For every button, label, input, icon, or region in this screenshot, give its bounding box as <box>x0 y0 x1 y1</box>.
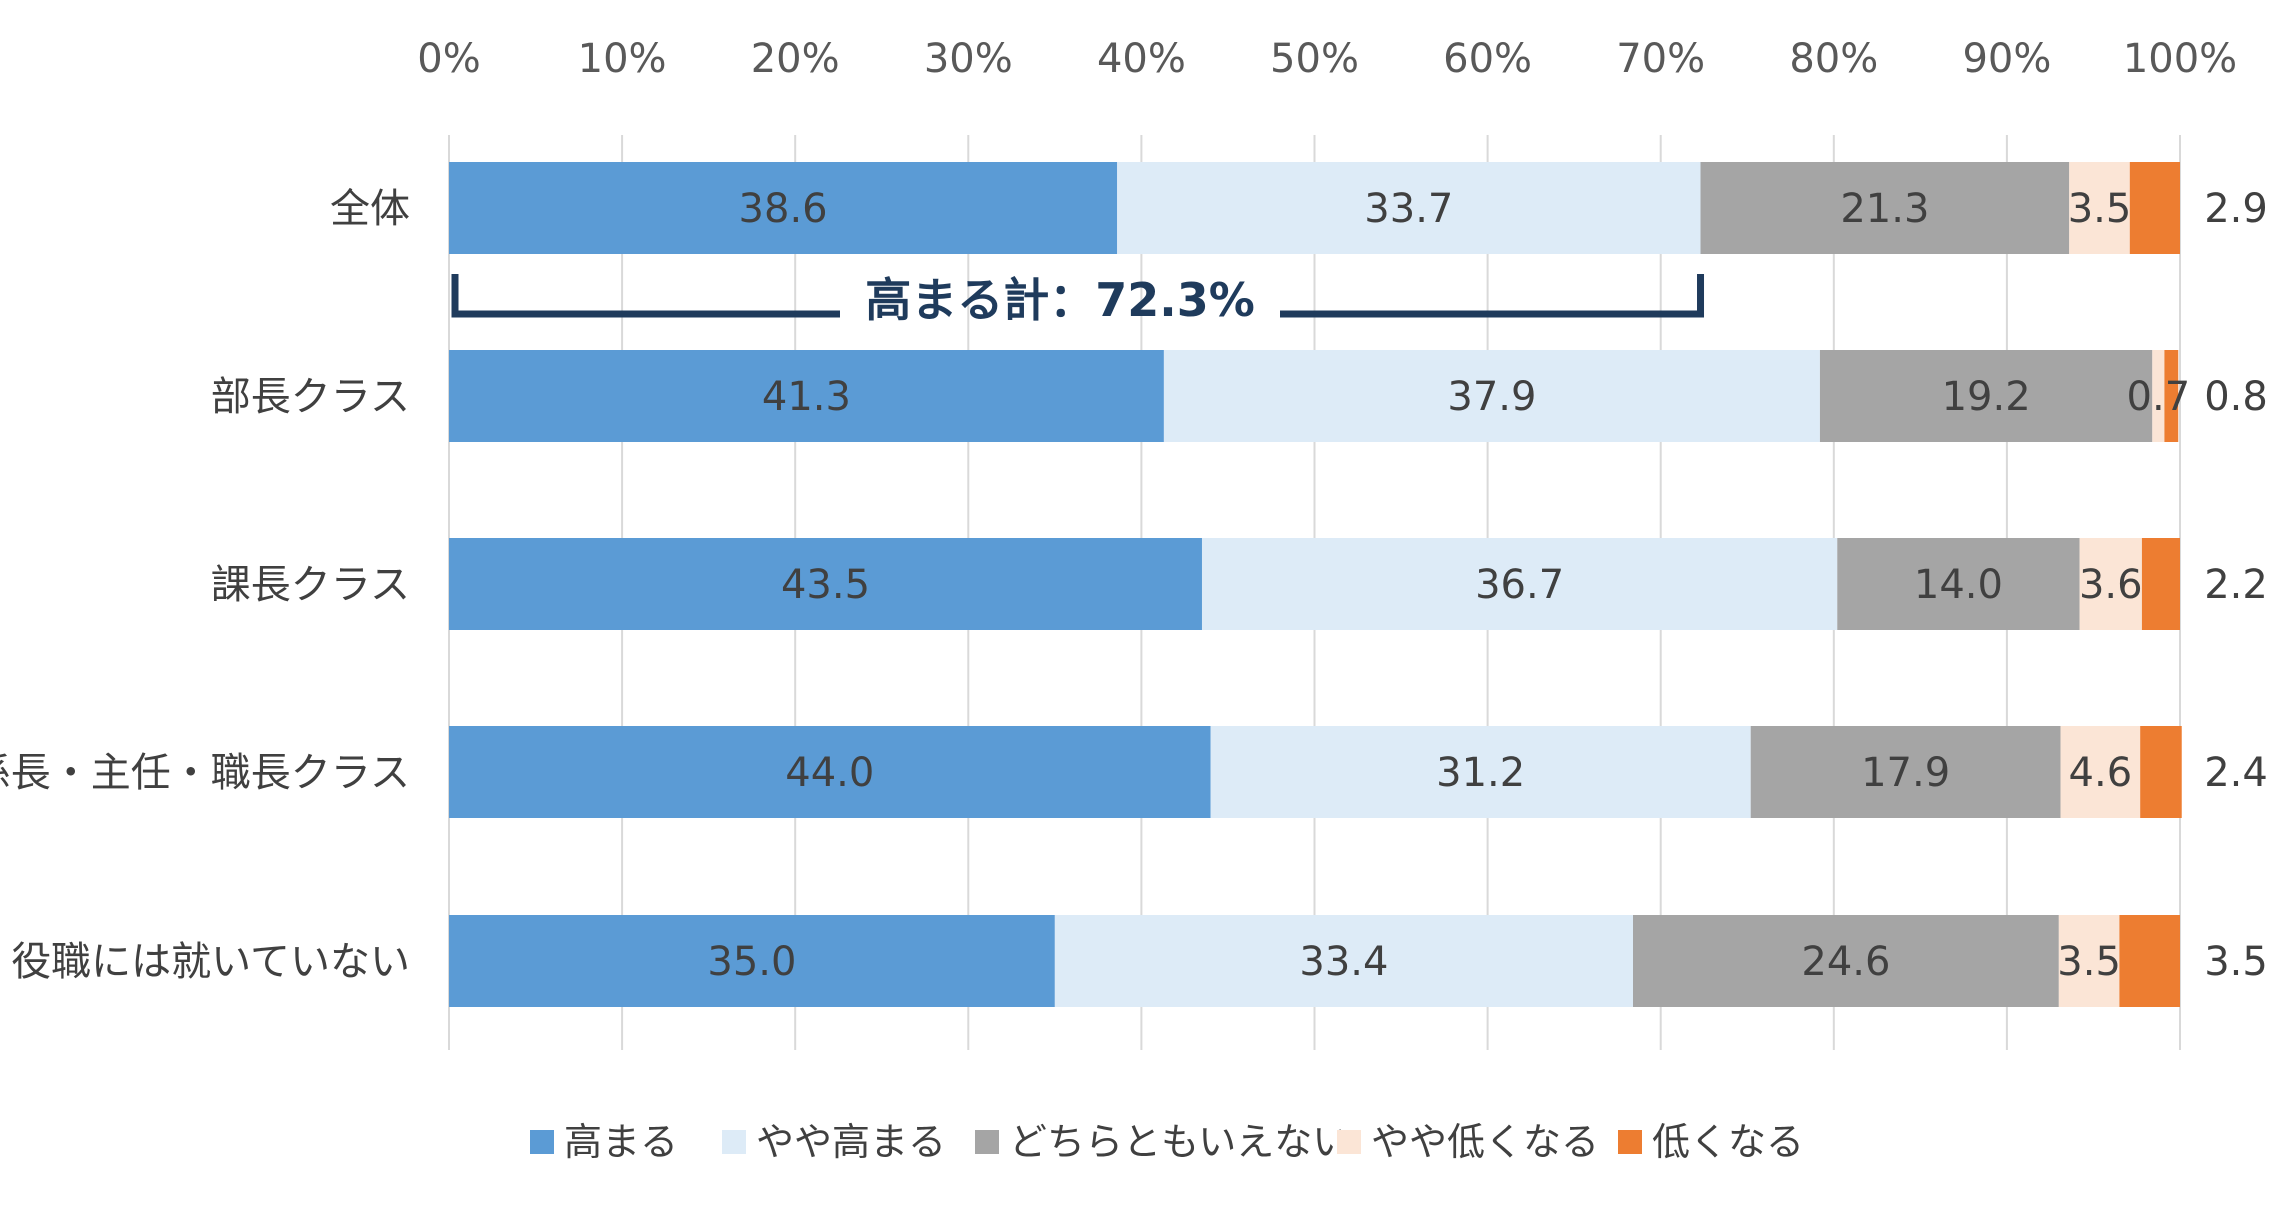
x-tick-label: 70% <box>1616 36 1705 82</box>
legend-swatch <box>530 1130 554 1154</box>
x-tick-label: 80% <box>1789 36 1878 82</box>
data-label: 36.7 <box>1475 562 1564 608</box>
data-label: 14.0 <box>1914 562 2003 608</box>
data-label: 38.6 <box>739 186 828 232</box>
data-label: 0.7 <box>2127 374 2191 420</box>
bar-segment <box>2141 538 2180 630</box>
bar-segment <box>2129 162 2180 254</box>
total-annotation: 高まる計：72.3% <box>451 273 1705 327</box>
data-label: 0.8 <box>2204 374 2268 420</box>
bar-segment <box>2119 915 2180 1007</box>
x-tick-label: 60% <box>1443 36 1532 82</box>
bar-segment <box>1117 162 1701 254</box>
x-tick-label: 100% <box>2123 36 2237 82</box>
x-tick-label: 20% <box>751 36 840 82</box>
bar-segment <box>449 162 1118 254</box>
data-label: 37.9 <box>1447 374 1536 420</box>
data-label: 33.7 <box>1364 186 1453 232</box>
x-tick-label: 50% <box>1270 36 1359 82</box>
bar-segment <box>1700 162 2070 254</box>
category-label: 課長クラス <box>211 562 410 608</box>
bar-segment <box>1819 350 2153 442</box>
bar-segment <box>449 726 1211 818</box>
data-label: 2.9 <box>2204 186 2268 232</box>
x-tick-label: 30% <box>924 36 1013 82</box>
x-tick-label: 10% <box>578 36 667 82</box>
bar-segment <box>1750 726 2061 818</box>
data-label: 3.5 <box>2068 186 2132 232</box>
data-label: 19.2 <box>1942 374 2031 420</box>
bar-segment <box>449 350 1164 442</box>
data-label: 3.5 <box>2057 939 2121 985</box>
legend-label: 高まる <box>564 1120 678 1164</box>
data-label: 2.2 <box>2204 562 2268 608</box>
legend-label: やや低くなる <box>1371 1120 1599 1164</box>
data-label: 24.6 <box>1801 939 1890 985</box>
bar-segment <box>1837 538 2080 630</box>
legend: 高まる やや高まる どちらともいえない やや低くなる 低くなる <box>530 1120 1804 1164</box>
bar-segment <box>449 915 1055 1007</box>
legend-swatch <box>1337 1130 1361 1154</box>
bar-segment <box>2060 726 2141 818</box>
category-label: 係長・主任・職長クラス <box>0 750 410 796</box>
data-label: 4.6 <box>2069 750 2133 796</box>
data-label: 3.5 <box>2204 939 2268 985</box>
x-tick-label: 90% <box>1962 36 2051 82</box>
bar-segment <box>2058 915 2120 1007</box>
annotation-bracket-right <box>1280 274 1705 318</box>
bar-segment <box>2069 162 2130 254</box>
legend-swatch <box>1618 1130 1642 1154</box>
bars: 38.6 33.7 21.3 3.5 2.9 41.3 37.9 19.2 0.7 0.8 43.5… <box>449 162 2268 1007</box>
legend-swatch <box>722 1130 746 1154</box>
data-label: 33.4 <box>1299 939 1388 985</box>
legend-label: どちらともいえない <box>1009 1120 1350 1164</box>
legend-label: 低くなる <box>1652 1120 1804 1164</box>
bar-segment <box>1210 726 1751 818</box>
category-label: 役職には就いていない <box>11 939 410 985</box>
data-label: 44.0 <box>785 750 874 796</box>
category-label: 部長クラス <box>211 374 410 420</box>
category-label: 全体 <box>330 186 410 232</box>
bar-segment <box>2152 350 2165 442</box>
data-label: 41.3 <box>762 374 851 420</box>
x-tick-label: 40% <box>1097 36 1186 82</box>
data-label: 17.9 <box>1861 750 1950 796</box>
bar-segment <box>2140 726 2182 818</box>
bar-segment <box>1163 350 1820 442</box>
data-label: 43.5 <box>781 562 870 608</box>
data-label: 2.4 <box>2204 750 2268 796</box>
bar-segment <box>1054 915 1634 1007</box>
bar-segment <box>2164 350 2179 442</box>
x-axis-tick-labels: 0% 10% 20% 30% 40% 50% 60% 70% 80% 90% 100% <box>417 36 2237 82</box>
data-label: 3.6 <box>2079 562 2143 608</box>
x-tick-label: 0% <box>417 36 480 82</box>
bar-segment <box>1633 915 2059 1007</box>
data-label: 21.3 <box>1840 186 1929 232</box>
bar-segment <box>2079 538 2142 630</box>
legend-swatch <box>975 1130 999 1154</box>
data-label: 31.2 <box>1436 750 1525 796</box>
bar-segment <box>1201 538 1838 630</box>
annotation-bracket-left <box>451 274 840 318</box>
data-label: 35.0 <box>707 939 796 985</box>
legend-label: やや高まる <box>756 1120 946 1164</box>
bar-segment <box>449 538 1202 630</box>
annotation-text: 高まる計：72.3% <box>865 273 1255 327</box>
